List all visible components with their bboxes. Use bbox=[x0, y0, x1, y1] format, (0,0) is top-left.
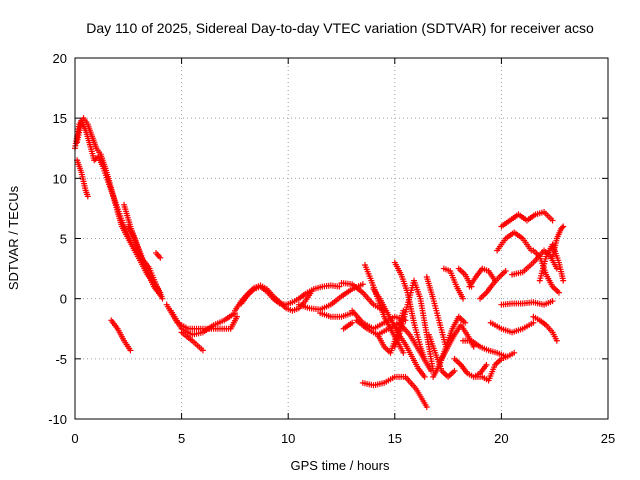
series-arc-12 bbox=[238, 282, 343, 308]
series-arc-10 bbox=[178, 329, 206, 354]
x-tick-label: 10 bbox=[281, 431, 295, 446]
series-arc-23 bbox=[391, 277, 437, 374]
data-point bbox=[400, 349, 407, 356]
data-point bbox=[530, 319, 537, 326]
x-axis-label: GPS time / hours bbox=[291, 458, 390, 473]
data-points bbox=[72, 115, 567, 410]
y-tick-label: 20 bbox=[53, 51, 67, 66]
series-arc-32 bbox=[460, 337, 509, 360]
x-tick-label: 5 bbox=[178, 431, 185, 446]
series-arc-16 bbox=[340, 319, 356, 332]
data-point bbox=[234, 313, 241, 320]
data-point bbox=[157, 254, 164, 261]
data-point bbox=[84, 193, 91, 200]
data-point bbox=[127, 347, 134, 354]
data-point bbox=[511, 349, 518, 356]
series-arc-6 bbox=[108, 317, 134, 354]
data-point bbox=[421, 355, 428, 362]
x-tick-label: 25 bbox=[601, 431, 615, 446]
y-tick-label: 5 bbox=[60, 232, 67, 247]
series-arc-9 bbox=[167, 307, 238, 338]
series-arc-43 bbox=[530, 313, 560, 344]
data-point bbox=[502, 267, 509, 274]
x-tick-label: 20 bbox=[494, 431, 508, 446]
x-tick-label: 0 bbox=[71, 431, 78, 446]
data-point bbox=[462, 319, 469, 326]
data-point bbox=[421, 373, 428, 380]
data-point bbox=[553, 337, 560, 344]
y-tick-label: -5 bbox=[55, 352, 67, 367]
y-tick-label: 0 bbox=[60, 292, 67, 307]
series-arc-38 bbox=[498, 209, 556, 230]
series-arc-22 bbox=[391, 259, 428, 362]
y-axis-label: SDTVAR / TECUs bbox=[6, 185, 21, 290]
series-arc-4 bbox=[121, 201, 166, 302]
data-point bbox=[451, 367, 458, 374]
series-arc-7 bbox=[153, 249, 164, 261]
data-point bbox=[423, 403, 430, 410]
data-point bbox=[549, 298, 556, 305]
series-arc-13 bbox=[295, 281, 366, 313]
data-point bbox=[555, 289, 562, 296]
data-point bbox=[157, 292, 164, 299]
grid bbox=[75, 58, 608, 419]
data-point bbox=[359, 281, 366, 288]
series-arc-20 bbox=[370, 286, 428, 380]
data-point bbox=[349, 319, 356, 326]
data-point bbox=[549, 217, 556, 224]
series-arc-34 bbox=[472, 349, 518, 384]
series-arc-5 bbox=[125, 223, 164, 299]
series-arc-31 bbox=[455, 265, 475, 290]
series-arc-42 bbox=[536, 241, 567, 284]
series-arc-24 bbox=[359, 373, 430, 410]
plot-frame bbox=[74, 57, 609, 420]
chart-title: Day 110 of 2025, Sidereal Day-to-day VTE… bbox=[86, 20, 594, 36]
series-arc-33 bbox=[466, 265, 499, 290]
series-arc-37 bbox=[494, 229, 535, 254]
data-point bbox=[460, 295, 467, 302]
series-arc-14 bbox=[317, 310, 356, 320]
y-tick-label: -10 bbox=[48, 412, 67, 427]
data-point bbox=[483, 361, 490, 368]
data-point bbox=[560, 277, 567, 284]
axis-ticks: 0 5 10 15 20 25 -10 -5 0 5 10 15 20 bbox=[48, 51, 615, 446]
series-arc-44 bbox=[549, 223, 567, 260]
data-point bbox=[336, 283, 343, 290]
series-arc-36 bbox=[487, 319, 537, 336]
series-arc-30 bbox=[451, 355, 490, 380]
series-arc-35 bbox=[477, 267, 509, 302]
series-arc-29 bbox=[440, 265, 467, 302]
series-arc-39 bbox=[498, 298, 556, 308]
data-point bbox=[199, 347, 206, 354]
marker-trace bbox=[559, 224, 566, 231]
series-arc-3 bbox=[74, 157, 91, 200]
y-tick-label: 10 bbox=[53, 171, 67, 186]
data-point bbox=[159, 295, 166, 302]
data-point bbox=[560, 223, 567, 230]
x-tick-label: 15 bbox=[388, 431, 402, 446]
series-arc-15 bbox=[338, 280, 388, 314]
data-point bbox=[553, 265, 560, 272]
y-tick-label: 15 bbox=[53, 111, 67, 126]
